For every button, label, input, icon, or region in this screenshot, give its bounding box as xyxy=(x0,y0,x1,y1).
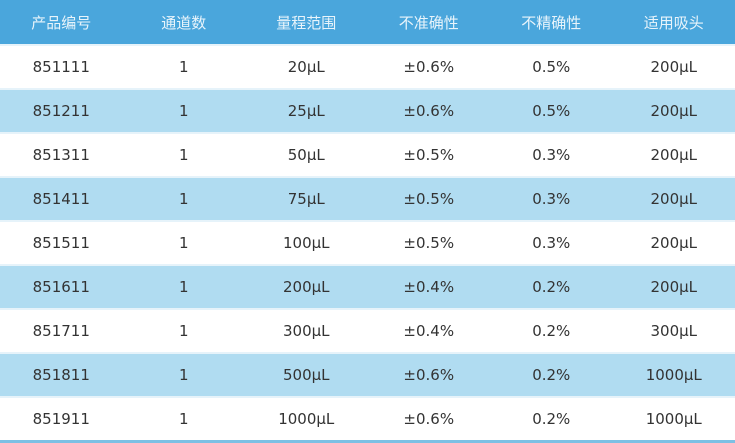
table-cell: 1 xyxy=(123,353,246,397)
table-cell: ±0.6% xyxy=(368,397,491,442)
table-cell: ±0.6% xyxy=(368,89,491,133)
table-cell: 75µL xyxy=(245,177,368,221)
column-header: 通道数 xyxy=(123,0,246,45)
table-cell: 20µL xyxy=(245,45,368,89)
table-cell: 200µL xyxy=(613,265,735,309)
table-cell: 1000µL xyxy=(613,397,735,442)
table-cell: 0.5% xyxy=(490,45,613,89)
table-cell: 1 xyxy=(123,133,246,177)
header-row: 产品编号通道数量程范围不准确性不精确性适用吸头 xyxy=(0,0,735,45)
table-cell: 1 xyxy=(123,177,246,221)
table-cell: 200µL xyxy=(613,89,735,133)
table-cell: 200µL xyxy=(613,45,735,89)
table-cell: 0.2% xyxy=(490,265,613,309)
table-cell: 200µL xyxy=(613,133,735,177)
table-cell: 25µL xyxy=(245,89,368,133)
table-cell: 0.3% xyxy=(490,221,613,265)
table-cell: 1 xyxy=(123,221,246,265)
table-cell: 200µL xyxy=(613,221,735,265)
table-cell: 851211 xyxy=(0,89,123,133)
table-cell: 1 xyxy=(123,89,246,133)
table-cell: ±0.4% xyxy=(368,309,491,353)
table-cell: 1 xyxy=(123,45,246,89)
table-cell: 200µL xyxy=(245,265,368,309)
column-header: 量程范围 xyxy=(245,0,368,45)
column-header: 不精确性 xyxy=(490,0,613,45)
table-cell: 0.2% xyxy=(490,309,613,353)
table-cell: ±0.6% xyxy=(368,45,491,89)
table-cell: ±0.4% xyxy=(368,265,491,309)
table-cell: 0.2% xyxy=(490,353,613,397)
table-cell: 851811 xyxy=(0,353,123,397)
table-cell: 300µL xyxy=(245,309,368,353)
table-cell: ±0.5% xyxy=(368,177,491,221)
table-cell: 1000µL xyxy=(245,397,368,442)
table-cell: 0.3% xyxy=(490,133,613,177)
table-cell: 1 xyxy=(123,397,246,442)
table-cell: 200µL xyxy=(613,177,735,221)
table-cell: 1000µL xyxy=(613,353,735,397)
table-cell: 851511 xyxy=(0,221,123,265)
table-cell: 100µL xyxy=(245,221,368,265)
table-cell: 851111 xyxy=(0,45,123,89)
table-cell: 851311 xyxy=(0,133,123,177)
column-header: 产品编号 xyxy=(0,0,123,45)
table-cell: ±0.5% xyxy=(368,221,491,265)
table-cell: 851711 xyxy=(0,309,123,353)
table-cell: 851611 xyxy=(0,265,123,309)
column-header: 适用吸头 xyxy=(613,0,735,45)
table-cell: 500µL xyxy=(245,353,368,397)
table-cell: 851411 xyxy=(0,177,123,221)
table-cell: 0.3% xyxy=(490,177,613,221)
table-cell: 300µL xyxy=(613,309,735,353)
table-cell: 1 xyxy=(123,265,246,309)
table-cell: 0.5% xyxy=(490,89,613,133)
table-cell: 50µL xyxy=(245,133,368,177)
table-cell: 1 xyxy=(123,309,246,353)
table-cell: ±0.6% xyxy=(368,353,491,397)
table-cell: ±0.5% xyxy=(368,133,491,177)
table-cell: 0.2% xyxy=(490,397,613,442)
table-cell: 851911 xyxy=(0,397,123,442)
column-header: 不准确性 xyxy=(368,0,491,45)
